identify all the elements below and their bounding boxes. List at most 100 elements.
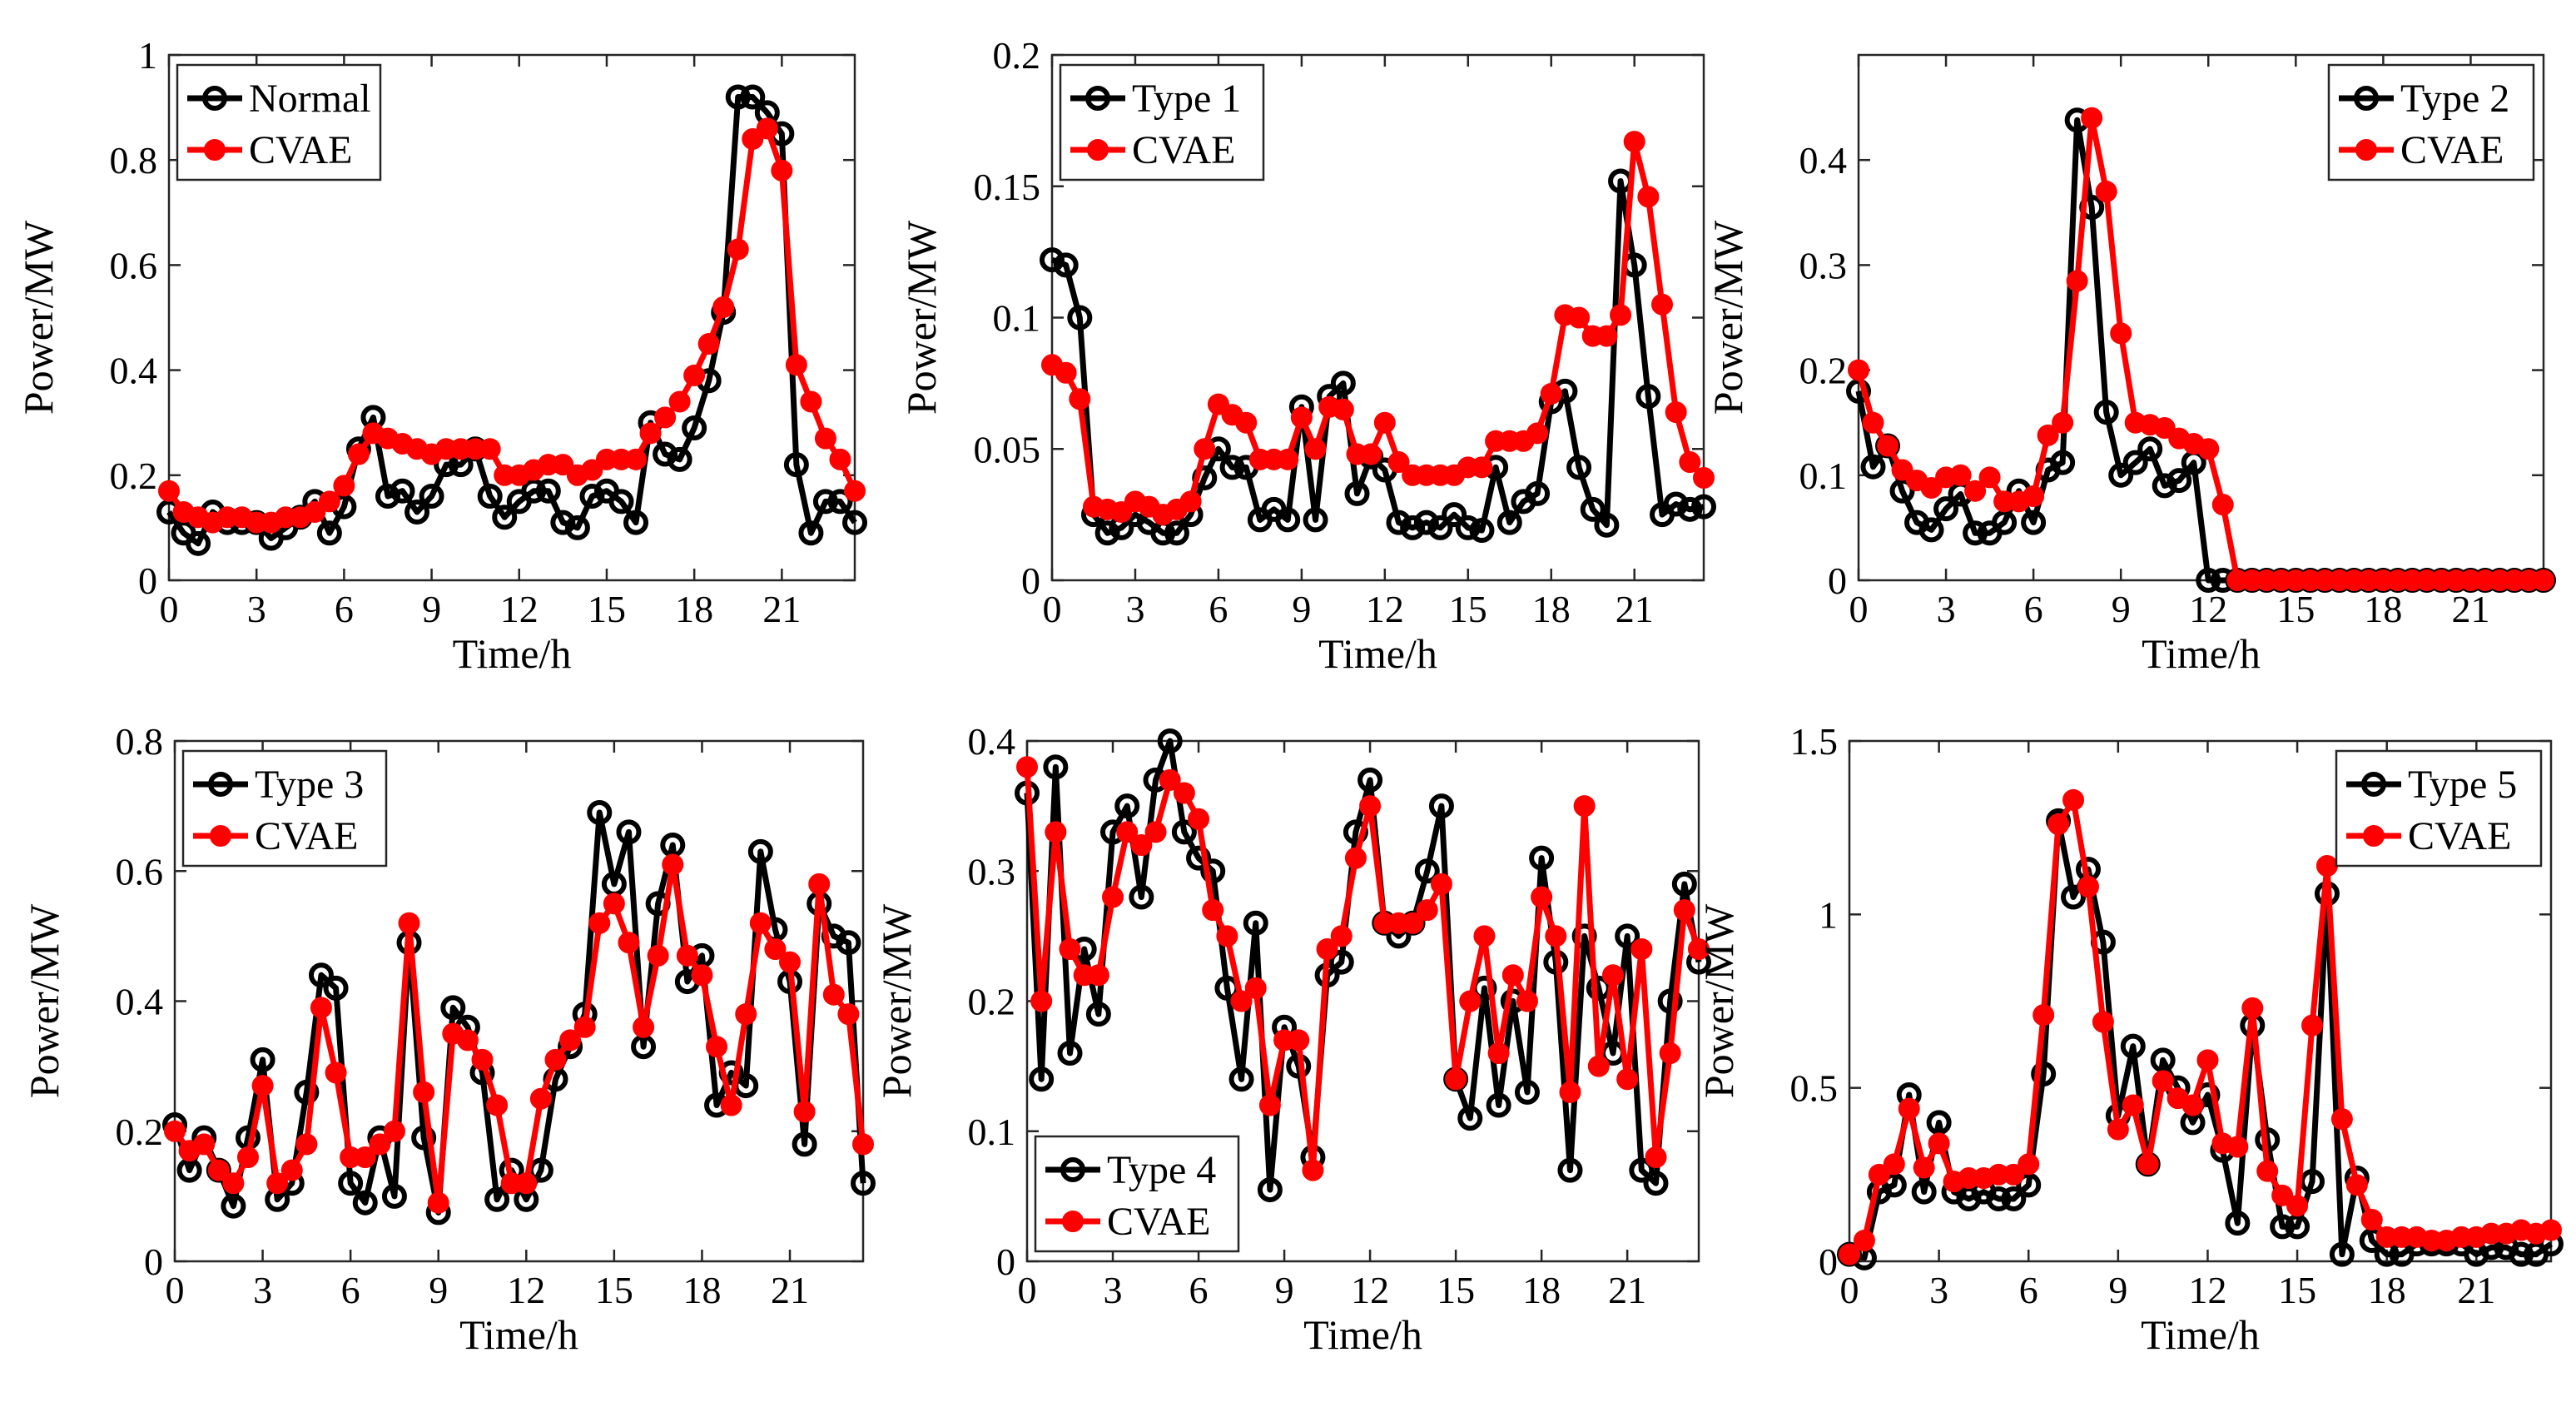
legend-box [1059,63,1265,181]
data-point-generated [683,364,706,386]
data-point-generated [1891,459,1913,481]
y-tick-label: 0.3 [968,850,1016,892]
data-point-generated [456,1029,479,1052]
data-point-generated [1862,411,1884,434]
data-point-generated [1130,834,1153,856]
data-point-actual [1663,491,1689,517]
data-point-generated [2081,107,2103,129]
data-point-generated [1673,899,1695,922]
data-point-generated [486,1094,509,1116]
legend-box [181,749,388,868]
data-point-actual [1257,1177,1283,1203]
data-point-generated [1679,451,1701,474]
data-point-generated [1116,821,1139,843]
data-point-generated [552,454,574,476]
y-tick-label: 0.6 [110,244,158,286]
data-point-actual [1129,884,1154,910]
data-point-actual [1328,949,1354,975]
legend-label-actual: Type 3 [255,763,364,807]
data-point-actual [1400,515,1426,540]
x-tick-label: 18 [682,1269,721,1311]
data-point-generated [1194,438,1216,460]
data-point-generated [427,1191,449,1214]
data-point-generated [2110,322,2132,345]
data-point-generated [625,448,648,470]
x-tick-label: 0 [1849,588,1869,630]
data-point-generated [654,406,677,429]
data-point-generated [1601,964,1624,987]
y-tick-label: 0.3 [1799,244,1848,286]
data-point-actual [308,962,334,988]
data-point-generated [2196,1049,2219,1071]
data-point-generated [1471,456,1493,479]
data-point-generated [1913,1156,1935,1179]
data-point-generated [2360,1209,2383,1231]
data-point-actual [579,484,605,510]
data-point-generated [735,1003,757,1026]
legend-marker-actual [2361,772,2386,797]
data-point-actual [587,799,613,825]
chart-panel-top-middle: 0 3 6 9 12 15 18 21 0 0.05 0.1 0.15 0.2 Time/h Power/M… [898,34,1716,677]
data-point-generated [852,1133,874,1156]
data-point-actual [623,510,649,535]
legend: Type 3 CVAE [181,749,388,868]
y-axis-label: Power/MW [15,220,62,415]
data-point-actual [1629,1157,1655,1183]
data-point-generated [251,1075,274,1097]
data-point-generated [1445,1068,1467,1091]
legend: Type 1 CVAE [1059,63,1265,181]
x-tick-label: 15 [595,1269,633,1311]
data-point-actual [2021,510,2047,535]
data-point-actual [390,478,415,504]
data-point-generated [1344,847,1367,869]
data-point-generated [2018,1153,2040,1176]
data-point-generated [1645,1146,1667,1168]
data-point-generated [2023,485,2045,508]
data-point-generated [1688,938,1710,960]
x-tick-label: 9 [422,588,441,630]
data-point-generated [618,932,640,954]
data-point-actual [381,1183,407,1209]
data-point-actual [1414,858,1440,884]
legend-marker-generated [1087,139,1109,161]
legend-marker-generated [204,139,226,161]
data-point-actual [2152,473,2177,499]
data-point-generated [2033,1004,2055,1027]
data-point-actual [1457,1106,1483,1131]
data-point-actual [2196,568,2221,593]
legend-marker-actual [2354,86,2379,111]
y-tick-label: 0 [1021,559,1040,602]
data-point-generated [668,390,691,413]
data-point-generated [1173,782,1195,804]
data-point-actual [1275,507,1301,533]
x-tick-label: 6 [1209,588,1228,630]
data-point-generated [1526,422,1549,445]
data-point-generated [1559,1081,1581,1103]
data-point-generated [2330,1108,2353,1131]
data-point-generated [1587,1055,1610,1077]
x-tick-label: 6 [341,1269,360,1311]
data-point-generated [1596,325,1618,347]
data-point-generated [398,912,420,934]
data-point-generated [1316,938,1338,960]
y-tick-label: 0.4 [968,720,1016,763]
legend: Normal CVAE [176,63,382,181]
legend-marker-actual [202,86,227,111]
data-point-generated [1302,1159,1324,1181]
data-point-generated [2211,494,2234,516]
data-point-generated [1244,977,1267,999]
data-point-actual [1643,1171,1669,1196]
data-point-actual [294,1079,320,1105]
data-point-generated [295,1133,318,1156]
x-tick-label: 18 [2364,588,2402,630]
x-tick-label: 12 [2189,588,2227,630]
data-point-generated [764,938,787,960]
data-point-generated [2003,1163,2025,1186]
x-tick-label: 6 [2019,1269,2038,1311]
data-point-generated [2092,1011,2114,1033]
y-axis-label: Power/MW [21,903,67,1098]
x-tick-label: 21 [2457,1269,2495,1311]
data-point-actual [2061,884,2087,910]
data-point-generated [742,127,764,150]
data-point-actual [1514,1079,1540,1105]
